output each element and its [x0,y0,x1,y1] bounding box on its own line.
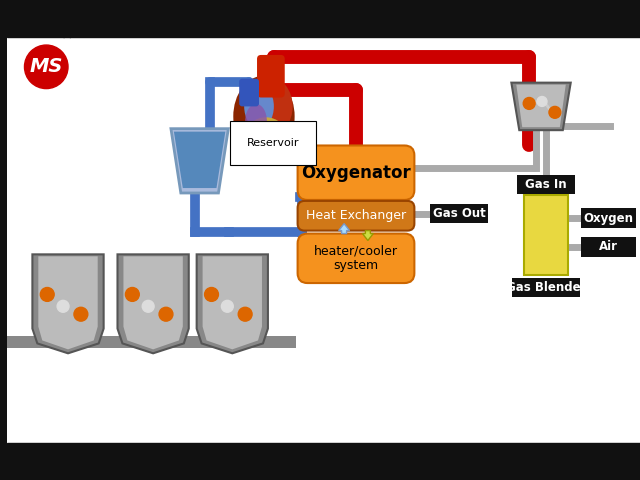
Text: Oxygenator: Oxygenator [301,164,411,182]
Ellipse shape [245,77,292,136]
Bar [4,336,296,348]
Ellipse shape [233,76,294,157]
FancyBboxPatch shape [298,234,414,283]
Polygon shape [174,132,225,188]
Ellipse shape [245,117,287,155]
Circle shape [238,307,252,321]
Text: heater/cooler
system: heater/cooler system [314,244,398,272]
Text: Heat Exchanger: Heat Exchanger [306,209,406,222]
Polygon shape [38,256,98,349]
Bar [524,195,568,275]
FancyArrow shape [362,230,373,240]
Polygon shape [196,254,268,353]
Bar [430,204,488,223]
Circle shape [221,300,233,312]
Text: Medical Snippet: Medical Snippet [7,29,85,39]
Ellipse shape [245,104,267,139]
Circle shape [57,300,69,312]
Circle shape [74,307,88,321]
Polygon shape [203,256,262,349]
FancyBboxPatch shape [239,79,259,107]
Circle shape [24,45,68,89]
Text: Air: Air [599,240,618,253]
Text: Gas Blender: Gas Blender [506,281,586,294]
FancyBboxPatch shape [298,145,414,200]
Polygon shape [33,254,104,353]
FancyArrow shape [339,224,349,234]
Circle shape [125,288,140,301]
Bar [6,443,640,478]
Text: Gas Out: Gas Out [433,207,485,220]
Text: Gas In: Gas In [525,178,567,191]
Bar [580,237,636,257]
Bar [6,2,640,37]
Polygon shape [118,254,189,353]
Polygon shape [511,83,571,130]
Text: Oxygen: Oxygen [583,212,634,225]
Bar [6,37,640,443]
Bar [513,277,580,298]
Polygon shape [124,256,183,349]
Circle shape [537,96,547,107]
FancyBboxPatch shape [298,201,414,230]
FancyBboxPatch shape [257,55,285,97]
Circle shape [549,107,561,118]
Polygon shape [516,84,566,127]
Ellipse shape [244,84,274,129]
Polygon shape [171,129,228,193]
Bar [580,208,636,228]
Text: Reservoir: Reservoir [247,138,300,148]
Circle shape [142,300,154,312]
Circle shape [159,307,173,321]
Text: MS: MS [29,57,63,76]
Circle shape [40,288,54,301]
Bar [517,175,575,194]
Circle shape [524,97,535,109]
Circle shape [205,288,218,301]
